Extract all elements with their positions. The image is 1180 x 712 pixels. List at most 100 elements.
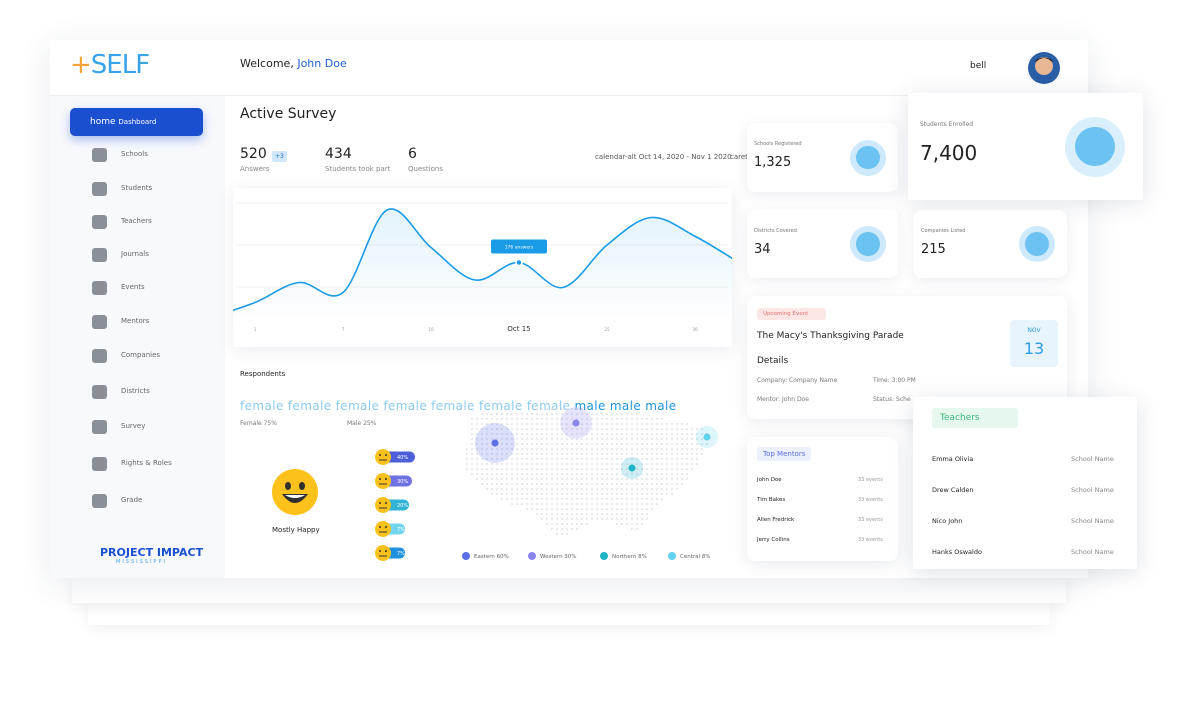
menu-item[interactable]: Journals — [121, 250, 149, 258]
map-dot — [486, 478, 488, 480]
map-dot — [676, 478, 678, 480]
map-dot — [636, 433, 638, 435]
map-dot — [616, 428, 618, 430]
menu-icon[interactable] — [92, 457, 107, 471]
map-dot — [616, 473, 618, 475]
map-dot — [641, 523, 643, 525]
map-dot — [501, 448, 503, 450]
map-dot — [541, 498, 543, 500]
map-dot — [586, 443, 588, 445]
menu-icon[interactable] — [92, 315, 107, 329]
back-layer — [72, 578, 1066, 603]
map-dot — [561, 438, 563, 440]
map-dot — [521, 453, 523, 455]
map-dot — [596, 498, 598, 500]
menu-item[interactable]: Districts — [121, 387, 150, 395]
menu-item[interactable]: Companies — [121, 351, 161, 359]
menu-icon[interactable] — [92, 215, 107, 229]
map-dot — [601, 503, 603, 505]
map-dot — [571, 508, 573, 510]
map-dot — [581, 458, 583, 460]
map-dot — [521, 423, 523, 425]
menu-item[interactable]: Mentors — [121, 317, 150, 325]
menu-icon[interactable] — [92, 385, 107, 399]
map-dot — [496, 473, 498, 475]
map-dot — [626, 428, 628, 430]
map-dot — [586, 488, 588, 490]
user-name[interactable]: John Doe — [297, 57, 347, 70]
menu-item[interactable]: Rights & Roles — [121, 459, 172, 467]
menu-icon[interactable] — [92, 281, 107, 295]
map-dot — [671, 443, 673, 445]
map-dot — [556, 478, 558, 480]
map-dot — [611, 423, 613, 425]
map-dot — [681, 473, 683, 475]
menu-item[interactable]: Survey — [121, 422, 146, 430]
map-dot — [626, 483, 628, 485]
map-dot — [616, 423, 618, 425]
avatar[interactable] — [1027, 51, 1061, 85]
menu-icon[interactable] — [92, 248, 107, 262]
map-dot — [476, 453, 478, 455]
map-dot — [611, 468, 613, 470]
menu-icon[interactable] — [92, 420, 107, 434]
map-dot — [561, 463, 563, 465]
map-dot — [496, 433, 498, 435]
map-dot — [526, 413, 528, 415]
map-dot — [536, 483, 538, 485]
map-dot — [631, 483, 633, 485]
map-dot — [641, 503, 643, 505]
menu-item[interactable]: Grade — [121, 496, 143, 504]
map-dot — [606, 503, 608, 505]
event-day: 13 — [1023, 339, 1045, 358]
menu-item[interactable]: Teachers — [121, 217, 152, 225]
event-title: The Macy's Thanksgiving Parade — [757, 331, 904, 341]
map-dot — [651, 453, 653, 455]
map-dot — [621, 468, 623, 470]
legend-dot — [528, 552, 536, 560]
map-dot — [676, 453, 678, 455]
map-dot — [576, 468, 578, 470]
map-dot — [606, 483, 608, 485]
map-dot — [626, 433, 628, 435]
menu-item[interactable]: Schools — [121, 150, 148, 158]
map-dot — [481, 418, 483, 420]
map-dot — [651, 493, 653, 495]
caret[interactable]: caret- — [730, 153, 751, 161]
map-dot — [641, 518, 643, 520]
map-dot — [581, 498, 583, 500]
map-dot — [696, 433, 698, 435]
map-dot — [496, 453, 498, 455]
map-dot — [546, 468, 548, 470]
map-dot — [481, 483, 483, 485]
bell[interactable]: bell — [970, 61, 987, 71]
mood-eye — [385, 478, 387, 480]
map-dot — [551, 428, 553, 430]
menu-item[interactable]: Events — [121, 283, 145, 291]
map-dot — [476, 473, 478, 475]
map-dot — [686, 438, 688, 440]
mentor-events: 33 events — [858, 477, 883, 483]
menu-icon[interactable] — [92, 148, 107, 162]
highlight-point — [515, 258, 523, 267]
menu-icon[interactable] — [92, 494, 107, 508]
map-dot — [536, 413, 538, 415]
dashboard-button[interactable]: home Dashboard — [70, 108, 203, 136]
map-dot — [556, 413, 558, 415]
map-dot — [556, 418, 558, 420]
map-dot — [531, 493, 533, 495]
map-dot — [611, 443, 613, 445]
map-dot — [501, 418, 503, 420]
mood-label: 30% — [397, 479, 408, 485]
map-dot — [556, 448, 558, 450]
stat-value: 520 — [240, 146, 267, 162]
menu-icon[interactable] — [92, 182, 107, 196]
map-dot — [641, 438, 643, 440]
map-dot — [491, 478, 493, 480]
menu-icon[interactable] — [92, 349, 107, 363]
map-dot — [621, 453, 623, 455]
date-range[interactable]: calendar-alt Oct 14, 2020 - Nov 1 2020 — [595, 153, 732, 161]
menu-item[interactable]: Students — [121, 184, 153, 192]
map-dot — [566, 473, 568, 475]
map-dot — [621, 443, 623, 445]
